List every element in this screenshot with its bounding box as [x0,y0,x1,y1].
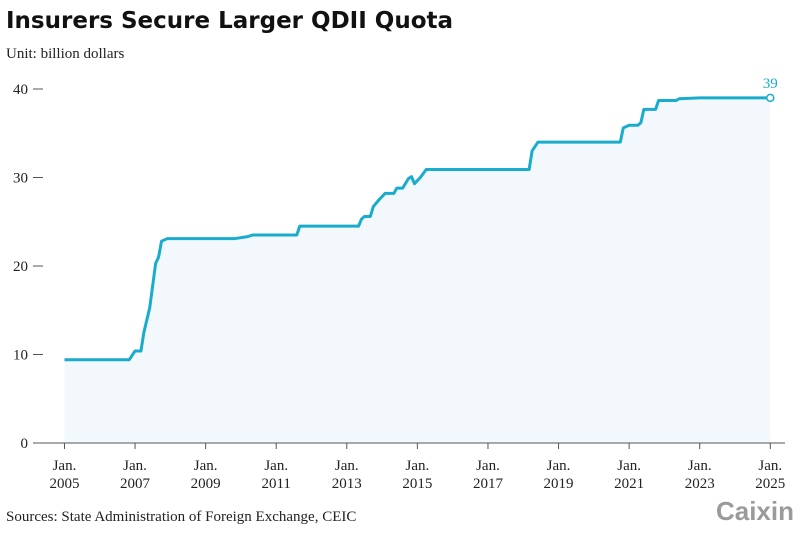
area [64,97,771,443]
y-tick-label: 40 [13,82,28,98]
x-tick-label: Jan. 2017 [473,458,504,492]
x-tick-label: Jan. 2025 [755,458,785,492]
line [64,96,771,362]
x-tick-label: Jan. 2021 [614,458,644,492]
source: Sources: State Administration of Foreign… [6,509,356,525]
x-tick-label: Jan. 2019 [544,458,574,492]
y-tick-label: 30 [13,171,28,187]
end-marker [766,93,775,103]
x-tick-label: Jan. 2011 [261,458,290,492]
y-tick-label: 0 [21,436,29,452]
value-label: 39 [763,76,778,92]
y-tick-label: 10 [13,348,28,364]
x-tick-label: Jan. 2023 [685,458,715,492]
y-tick-label: 20 [13,259,28,275]
chart-title: Insurers Secure Larger QDII Quota [6,8,453,34]
subtitle: Unit: billion dollars [6,46,124,62]
logo: Caixin [716,496,794,526]
x-tick-label: Jan. 2013 [332,458,362,492]
x-tick-label: Jan. 2005 [49,458,79,492]
x-tick-label: Jan. 2015 [402,458,432,492]
x-tick-label: Jan. 2007 [120,458,151,492]
x-tick-label: Jan. 2009 [191,458,221,492]
